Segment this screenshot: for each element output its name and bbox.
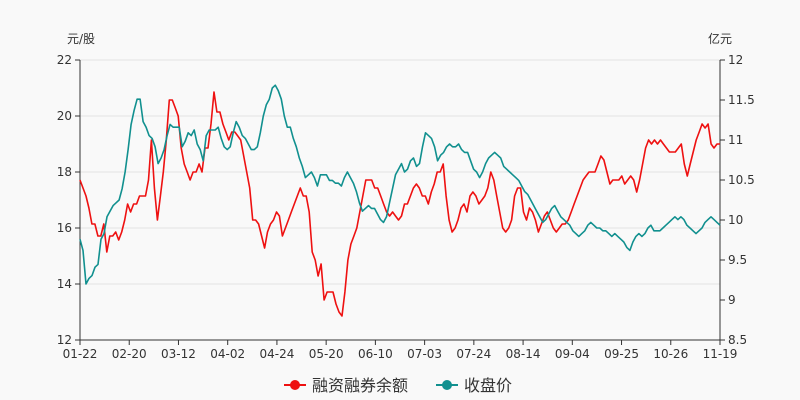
x-tick-label-9: 08-14 bbox=[506, 347, 541, 361]
x-tick-label-0: 01-22 bbox=[63, 347, 98, 361]
left-tick-label-0: 12 bbox=[57, 333, 72, 347]
left-tick-label-2: 16 bbox=[57, 221, 72, 235]
x-tick-label-13: 11-19 bbox=[703, 347, 738, 361]
legend-dot-close-price bbox=[442, 380, 452, 390]
series-line-close-price[interactable] bbox=[79, 84, 721, 285]
right-tick-label-1: 9 bbox=[728, 293, 736, 307]
right-tick-label-4: 10.5 bbox=[728, 173, 755, 187]
x-tick-label-2: 03-12 bbox=[161, 347, 196, 361]
x-tick-label-5: 05-20 bbox=[309, 347, 344, 361]
legend-label-margin-balance: 融资融券余额 bbox=[312, 376, 408, 395]
x-tick-label-11: 09-25 bbox=[604, 347, 639, 361]
right-tick-label-7: 12 bbox=[728, 53, 743, 67]
grid-lines bbox=[80, 59, 720, 341]
x-tick-label-8: 07-24 bbox=[456, 347, 491, 361]
x-tick-label-7: 07-03 bbox=[407, 347, 442, 361]
x-tick-label-6: 06-10 bbox=[358, 347, 393, 361]
legend-label-close-price: 收盘价 bbox=[464, 376, 512, 395]
right-tick-label-0: 8.5 bbox=[728, 333, 747, 347]
series-lines bbox=[79, 84, 721, 317]
right-tick-label-3: 10 bbox=[728, 213, 743, 227]
x-tick-label-1: 02-20 bbox=[112, 347, 147, 361]
series-line-margin-balance[interactable] bbox=[79, 91, 720, 317]
right-axis-unit: 亿元 bbox=[708, 31, 732, 46]
legend-item-close-price[interactable]: 收盘价 bbox=[436, 376, 512, 395]
left-axis-ticks: 12 14 16 18 20 22 bbox=[57, 53, 80, 347]
left-tick-label-5: 22 bbox=[57, 53, 72, 67]
left-axis-unit: 元/股 bbox=[67, 32, 95, 46]
x-axis-ticks: 01-22 02-20 03-12 04-02 04-24 05-20 06-10 07-03… bbox=[63, 340, 738, 361]
right-tick-label-2: 9.5 bbox=[728, 253, 747, 267]
x-tick-label-3: 04-02 bbox=[210, 347, 245, 361]
legend-dot-margin-balance bbox=[290, 380, 300, 390]
left-tick-label-4: 20 bbox=[57, 109, 72, 123]
right-tick-label-5: 11 bbox=[728, 133, 743, 147]
left-tick-label-3: 18 bbox=[57, 165, 72, 179]
legend[interactable]: 融资融券余额 收盘价 bbox=[284, 376, 512, 395]
x-tick-label-12: 10-26 bbox=[653, 347, 688, 361]
axes bbox=[79, 60, 721, 341]
right-tick-label-6: 11.5 bbox=[728, 93, 755, 107]
x-tick-label-10: 09-04 bbox=[555, 347, 590, 361]
x-tick-label-4: 04-24 bbox=[259, 347, 294, 361]
legend-item-margin-balance[interactable]: 融资融券余额 bbox=[284, 376, 408, 395]
left-tick-label-1: 14 bbox=[57, 277, 72, 291]
right-axis-ticks: 8.5 9 9.5 10 10.5 11 11.5 12 bbox=[720, 53, 755, 347]
